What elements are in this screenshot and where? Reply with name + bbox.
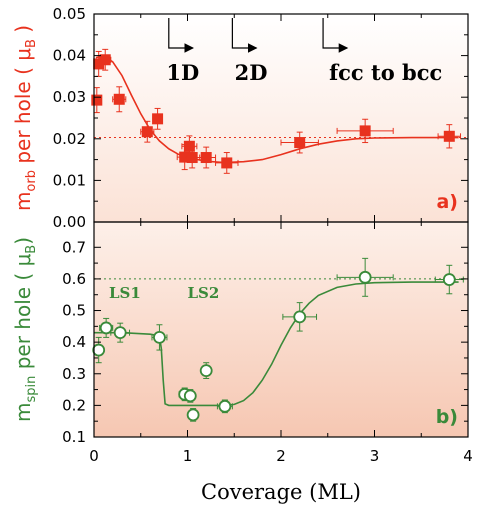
panel-b-y-tick-label: 0.7 (62, 238, 86, 256)
regime-arrow (168, 18, 194, 53)
panel-b-marker (442, 273, 456, 286)
panel-a-y-tick-label: 0.03 (53, 88, 86, 106)
panel-a-marker (113, 93, 125, 105)
panel-b-data-point (151, 324, 168, 351)
panel-a-marker (141, 126, 153, 138)
panel-a-data-point (140, 120, 155, 143)
x-axis-label: Coverage (ML) (201, 480, 361, 504)
panel-a-data-point (184, 146, 201, 169)
panel-b-marker (186, 408, 200, 422)
x-tick-label: 1 (183, 447, 193, 465)
panel-b-y-tick-label: 0.5 (62, 302, 86, 320)
panel-b-marker (99, 321, 113, 335)
panel-b-marker (293, 310, 307, 324)
panel-b-panel-label: b) (436, 406, 458, 428)
panel-b-data-point (282, 302, 318, 332)
panel-a-y-tick-label: 0.02 (53, 130, 86, 148)
panel-a-y-tick-label: 0.01 (53, 171, 86, 189)
panel-b-data-point (336, 257, 394, 297)
panel-a-marker (294, 137, 306, 149)
panel-a-marker (152, 113, 164, 125)
panel-a-data-point (112, 86, 127, 113)
regime-arrow (322, 18, 349, 53)
panel-b-marker (358, 270, 372, 284)
panel-b-y-tick-label: 0.6 (62, 270, 86, 288)
panel-a-y-axis-label: morb per hole ( μB ) (11, 25, 39, 211)
panel-a-y-tick-label: 0.00 (53, 213, 86, 231)
panel-a-data-point (437, 124, 462, 149)
panel-a-data-point (336, 118, 394, 144)
panel-b-data-point (92, 336, 106, 364)
panel-b-fit-curve (94, 281, 459, 407)
panel-b-marker (92, 343, 106, 357)
panel-b-background (94, 222, 468, 437)
panel-b-y-tick-label: 0.2 (62, 396, 86, 414)
panel-a-data-point (99, 48, 112, 71)
panel-b-y-tick-label: 0.4 (62, 333, 86, 351)
panel-a-marker (200, 152, 212, 164)
panel-b-data-point (99, 317, 114, 338)
panel-b-data-point (183, 389, 197, 403)
state-label: LS1 (109, 284, 141, 302)
panel-a-data-point (196, 146, 217, 169)
panel-a-data-point (91, 87, 103, 114)
panel-a-marker (93, 58, 105, 70)
panel-a-marker (359, 125, 371, 137)
panel-b-data-point (216, 399, 233, 414)
panel-a-marker (91, 94, 103, 106)
panel-a-marker (99, 54, 111, 66)
x-tick-label: 2 (276, 447, 286, 465)
panel-b-marker (199, 364, 213, 378)
panel-a-data-point (215, 152, 239, 174)
panel-a-marker (183, 140, 195, 152)
state-label: LS2 (187, 284, 219, 302)
panel-b-marker (183, 389, 197, 403)
regime-label: 1D (166, 60, 199, 85)
panel-b-y-axis-label: mspin per hole ( μB) (11, 237, 39, 422)
panel-a-y-tick-label: 0.05 (53, 5, 86, 23)
panel-b-marker (113, 326, 127, 340)
panel-b-data-point (199, 362, 213, 380)
panel-a-marker (186, 152, 198, 164)
panel-a-panel-label: a) (436, 191, 458, 213)
panel-b-data-point (110, 322, 131, 343)
regime-label: 2D (235, 60, 268, 85)
panel-b-data-point (186, 408, 200, 422)
panel-a-y-tick-label: 0.04 (53, 47, 86, 65)
panel-a-marker (221, 157, 233, 169)
panel-a-data-point (280, 131, 319, 154)
regime-arrow (231, 18, 258, 53)
x-tick-label: 4 (463, 447, 473, 465)
panel-b-marker (218, 399, 232, 413)
x-tick-label: 0 (89, 447, 99, 465)
x-tick-label: 3 (370, 447, 380, 465)
panel-a-marker (443, 130, 455, 142)
panel-a-data-point (152, 107, 164, 130)
panel-b-y-tick-label: 0.3 (62, 365, 86, 383)
panel-b-y-tick-label: 0.1 (62, 428, 86, 446)
panel-b-data-point (434, 264, 464, 295)
panel-a-background (94, 14, 468, 222)
panel-b-marker (153, 331, 166, 344)
regime-label: fcc to bcc (329, 60, 442, 85)
